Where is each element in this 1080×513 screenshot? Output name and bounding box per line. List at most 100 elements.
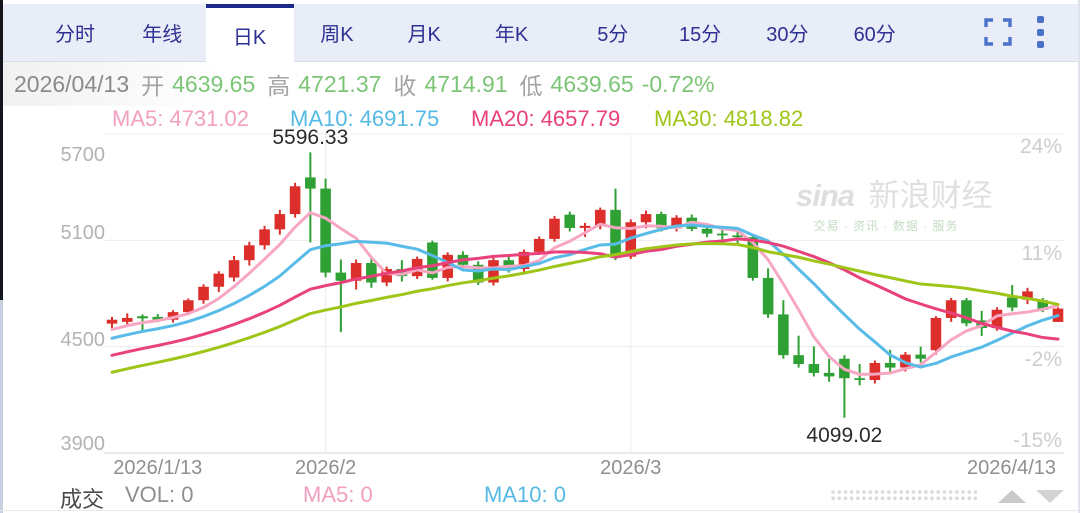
ma30-line xyxy=(110,241,1060,374)
pane-resize-handle[interactable] xyxy=(830,489,980,503)
candle-body xyxy=(762,277,774,315)
candle-body xyxy=(305,177,316,189)
candle-body xyxy=(579,225,591,228)
volume-ma5: MA5: 0 xyxy=(303,482,373,507)
candle-body xyxy=(427,242,438,278)
candle-body xyxy=(991,309,1003,329)
scrollbar-thumb[interactable] xyxy=(0,0,3,300)
quote-date: 2026/04/13 xyxy=(14,70,130,97)
tab-15min[interactable]: 15分 xyxy=(678,24,722,46)
candle-body xyxy=(198,286,209,301)
candle-body xyxy=(961,300,972,324)
kebab-dot-icon xyxy=(1036,41,1044,48)
candle-body xyxy=(884,362,896,368)
candle-body xyxy=(213,273,225,287)
open-value: 4639.65 xyxy=(172,70,256,97)
volume-value: VOL: 0 xyxy=(125,482,194,507)
tab-30min[interactable]: 30分 xyxy=(766,24,809,46)
tab-5min[interactable]: 5分 xyxy=(597,24,629,46)
candle-body xyxy=(1037,300,1049,310)
high-value: 4721.37 xyxy=(298,70,382,97)
candle-body xyxy=(472,264,484,283)
tab-monthly-k[interactable]: 月K xyxy=(407,24,441,46)
candle-body xyxy=(930,317,942,351)
candle-body xyxy=(793,355,804,365)
y-axis-price-label: 3900 xyxy=(60,433,106,455)
candle-body xyxy=(732,235,743,238)
y-axis-price-label: 5100 xyxy=(60,222,106,245)
ma20-line xyxy=(110,237,1060,357)
tab-weekly-k[interactable]: 周K xyxy=(320,24,354,46)
candle-body xyxy=(488,260,499,283)
candle-body xyxy=(244,245,255,261)
tab-daily-k[interactable]: 日K xyxy=(205,4,294,62)
more-options-button[interactable] xyxy=(1034,16,1046,48)
candle-body xyxy=(778,314,789,356)
candle-body xyxy=(671,217,682,229)
fullscreen-icon xyxy=(984,18,1012,46)
candle-body xyxy=(564,214,576,228)
tab-year-line[interactable]: 年线 xyxy=(142,24,183,46)
candle-body xyxy=(259,229,270,246)
candle-body xyxy=(274,214,286,230)
candle-body xyxy=(610,209,621,257)
candle-body xyxy=(381,269,392,283)
volume-pane-title: 成交 xyxy=(60,487,105,512)
high-price-annotation: 5596.33 xyxy=(272,126,349,150)
ma-legend-row: MA5: 4731.02 MA10: 4691.75 MA20: 4657.79 MA… xyxy=(0,106,1078,136)
y-axis-percent-label: -15% xyxy=(1012,429,1062,452)
close-value: 4714.91 xyxy=(424,70,508,97)
candle-body xyxy=(640,214,652,223)
candle-body xyxy=(137,316,148,319)
candle-body xyxy=(335,272,347,281)
candle-body xyxy=(152,316,164,320)
candle-body xyxy=(808,364,820,373)
tab-yearly-k[interactable]: 年K xyxy=(494,24,529,46)
low-label: 低 xyxy=(519,73,543,99)
x-axis-tick-label: 2026/2 xyxy=(295,457,357,479)
tab-60min[interactable]: 60分 xyxy=(853,24,896,46)
y-axis-price-label: 4500 xyxy=(60,328,106,351)
candle-body xyxy=(182,300,194,313)
candle-body xyxy=(1022,291,1033,300)
period-tab-bar: 分时 年线 日K 周K 月K 年K 5分 15分 30分 60分 xyxy=(3,4,1078,62)
candle-body xyxy=(594,209,606,226)
fullscreen-button[interactable] xyxy=(984,18,1012,46)
kebab-dot-icon xyxy=(1036,16,1044,23)
y-axis-price-label: 5700 xyxy=(60,144,106,166)
volume-ma10: MA10: 0 xyxy=(484,482,566,507)
candle-body xyxy=(549,218,560,239)
candle-body xyxy=(701,228,713,234)
ma-legend-2: MA10: 4691.75 xyxy=(290,106,440,131)
scroll-left-triangle-icon[interactable] xyxy=(998,490,1026,503)
candle-body xyxy=(655,214,667,229)
scrollbar-track[interactable] xyxy=(0,0,3,513)
scroll-right-triangle-icon[interactable] xyxy=(1036,490,1064,503)
low-value: 4639.65 xyxy=(550,70,634,97)
y-axis-percent-label: -2% xyxy=(1024,347,1062,371)
ma-legend-1: MA5: 4731.02 xyxy=(112,106,249,131)
ma-legend-4: MA30: 4818.82 xyxy=(654,106,804,131)
low-price-annotation: 4099.02 xyxy=(806,423,883,447)
volume-pane-header: 成交 VOL: 0 MA5: 0 MA10: 0 xyxy=(0,479,1078,512)
candle-body xyxy=(503,260,515,270)
candle-body xyxy=(366,263,377,283)
candle-body xyxy=(823,372,835,377)
close-label: 收 xyxy=(393,73,417,99)
candle-body xyxy=(533,238,545,252)
kebab-dot-icon xyxy=(1036,28,1044,36)
tab-time-share[interactable]: 分时 xyxy=(55,24,95,46)
candle-body xyxy=(869,362,881,380)
candle-body xyxy=(167,312,179,320)
candle-body xyxy=(1006,297,1018,308)
candle-body xyxy=(854,378,865,380)
change-percent: -0.72% xyxy=(641,70,715,97)
candle-body xyxy=(915,354,926,359)
candle-body xyxy=(320,188,331,273)
candle-body xyxy=(121,317,133,322)
candle-body xyxy=(289,186,301,215)
candle-body xyxy=(106,319,118,324)
x-axis-tick-label: 2026/4/13 xyxy=(967,457,1056,479)
